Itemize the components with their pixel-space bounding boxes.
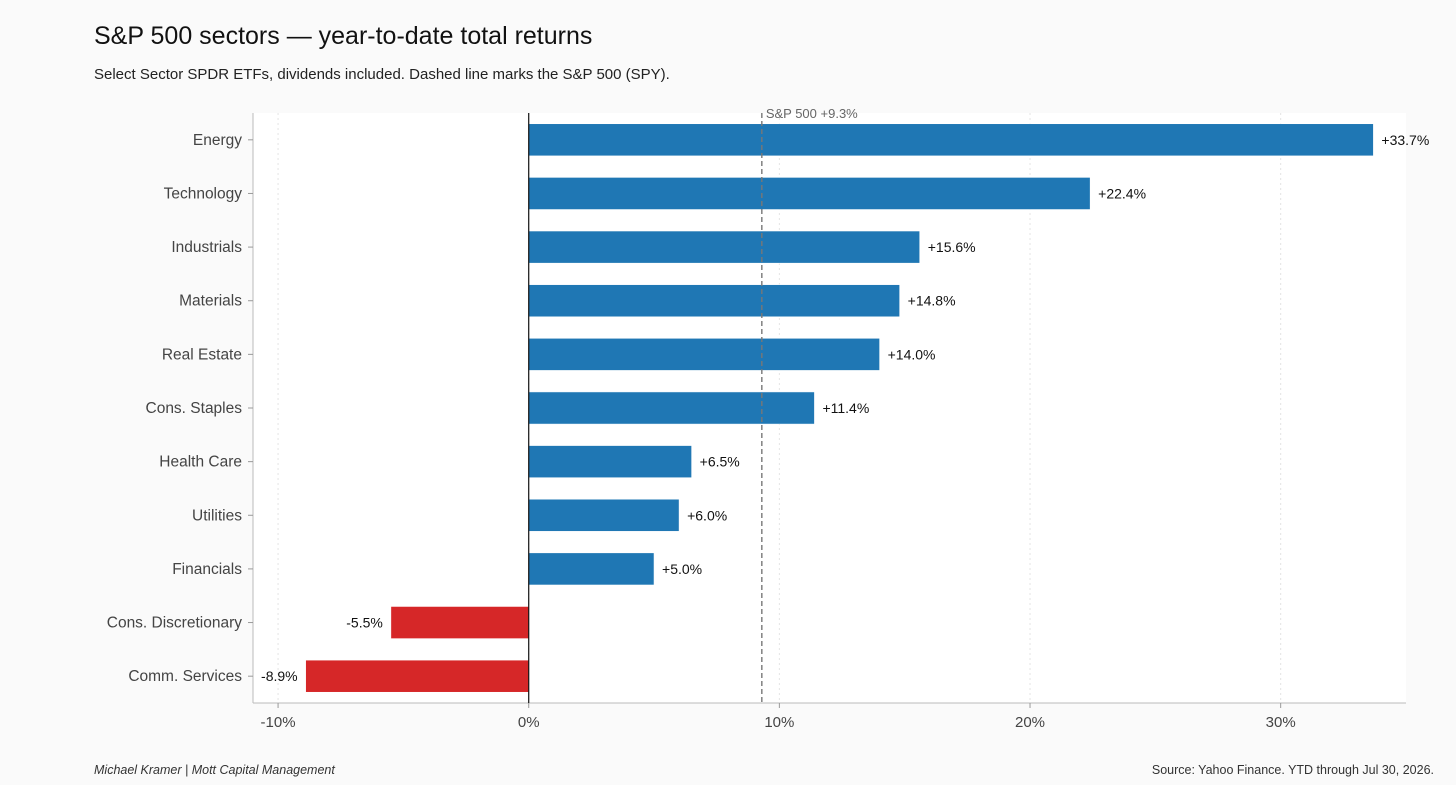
bar [528, 177, 1091, 210]
data-label: +14.8% [908, 293, 956, 309]
data-label: +15.6% [928, 239, 976, 255]
author-credit: Michael Kramer | Mott Capital Management [94, 763, 335, 777]
bar [528, 284, 900, 318]
data-label: +11.4% [822, 400, 869, 416]
data-label: -8.9% [261, 668, 298, 684]
bar [390, 606, 530, 639]
data-label: +6.0% [687, 507, 727, 523]
chart-title: S&P 500 sectors — year-to-date total ret… [94, 22, 593, 50]
y-tick-label: Comm. Services [128, 668, 242, 685]
y-tick-label: Materials [179, 293, 242, 310]
y-tick-label: Technology [164, 185, 243, 202]
x-tick-label: 10% [764, 714, 794, 731]
bar [305, 659, 530, 693]
bar [528, 445, 692, 479]
bar [528, 498, 680, 532]
data-label: +6.5% [700, 454, 740, 470]
bar [528, 230, 921, 264]
data-label: +33.7% [1381, 132, 1429, 148]
sp500-reference-label: S&P 500 +9.3% [766, 106, 858, 121]
y-tick-label: Real Estate [162, 346, 242, 363]
bar [528, 123, 1374, 157]
y-tick-label: Energy [193, 132, 242, 149]
bar [528, 552, 655, 586]
bar [528, 337, 880, 371]
data-label: +14.0% [888, 346, 936, 362]
data-label: +5.0% [662, 561, 702, 577]
y-tick-label: Cons. Staples [146, 400, 243, 417]
plot-area [253, 113, 1406, 703]
x-tick-label: 30% [1266, 714, 1296, 731]
chart-subtitle: Select Sector SPDR ETFs, dividends inclu… [94, 66, 670, 83]
data-label: -5.5% [346, 615, 383, 631]
x-tick-label: 0% [518, 714, 540, 731]
x-tick-label: 20% [1015, 714, 1045, 731]
data-label: +22.4% [1098, 185, 1146, 201]
source-note: Source: Yahoo Finance. YTD through Jul 3… [1151, 763, 1434, 777]
y-tick-label: Utilities [192, 507, 242, 524]
x-tick-label: -10% [261, 714, 296, 731]
y-tick-label: Health Care [159, 454, 242, 471]
y-tick-label: Cons. Discretionary [107, 615, 242, 632]
y-tick-label: Financials [172, 561, 242, 578]
bar [528, 391, 815, 425]
y-tick-label: Industrials [171, 239, 242, 256]
